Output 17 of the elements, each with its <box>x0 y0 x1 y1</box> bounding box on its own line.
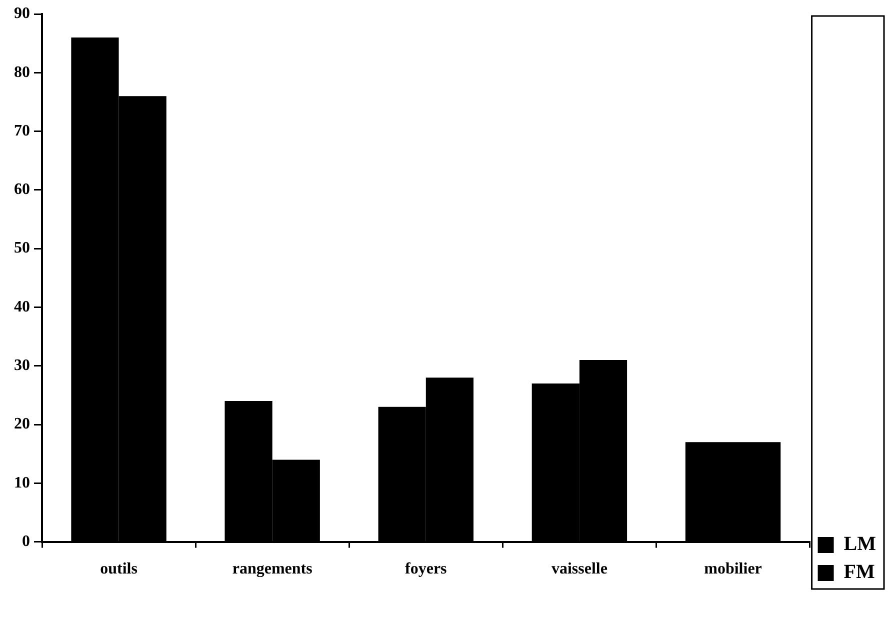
y-tick-label: 40 <box>14 298 30 316</box>
y-tick-label: 70 <box>14 122 30 140</box>
x-tick-label: vaisselle <box>551 560 608 578</box>
y-tick-label: 30 <box>14 357 30 374</box>
y-tick-label: 50 <box>14 240 30 257</box>
y-tick-label: 60 <box>14 181 30 198</box>
legend-label: FM <box>844 561 875 584</box>
x-tick-label: rangements <box>232 560 312 578</box>
x-tick-label: foyers <box>405 560 447 578</box>
y-tick-label: 90 <box>14 5 30 22</box>
y-tick-label: 20 <box>14 416 30 433</box>
y-tick-label: 80 <box>14 64 30 81</box>
x-tick-label: outils <box>100 560 138 578</box>
legend-label: LM <box>844 533 876 556</box>
y-tick-label: 0 <box>22 532 30 550</box>
y-tick-label: 10 <box>14 474 30 492</box>
x-tick-label: mobilier <box>704 560 762 578</box>
